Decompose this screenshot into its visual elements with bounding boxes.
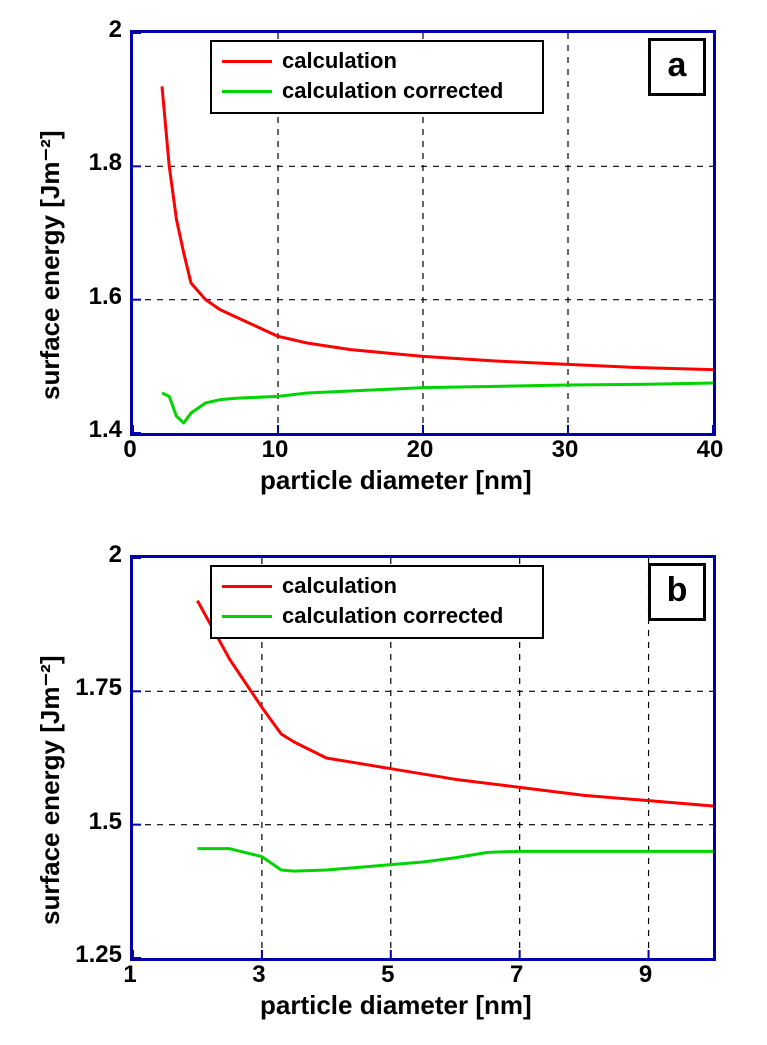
xtick-label: 9	[626, 961, 666, 989]
panel-b-letter-box: b	[648, 563, 706, 621]
figure-container: { "figure": { "width_px": 767, "height_p…	[0, 0, 767, 1045]
xtick-label: 5	[368, 961, 408, 989]
ytick-label: 1.25	[60, 941, 122, 969]
panel-b-xlabel: particle diameter [nm]	[260, 990, 532, 1021]
ytick-label: 1.5	[60, 808, 122, 836]
panel-b: surface energy [Jm⁻²] particle diameter …	[0, 0, 767, 1045]
panel-b-legend-row-0: calculation	[222, 573, 397, 599]
panel-b-series	[197, 601, 713, 871]
legend-label-calculation-corrected: calculation corrected	[282, 603, 503, 629]
xtick-label: 3	[239, 961, 279, 989]
xtick-label: 7	[497, 961, 537, 989]
ytick-label: 1.75	[60, 674, 122, 702]
panel-b-legend-row-1: calculation corrected	[222, 603, 503, 629]
legend-swatch-calculation-corrected	[222, 615, 272, 618]
panel-b-legend: calculation calculation corrected	[210, 565, 544, 639]
legend-label-calculation: calculation	[282, 573, 397, 599]
legend-swatch-calculation	[222, 585, 272, 588]
series-calculation-corrected	[197, 849, 713, 871]
ytick-label: 2	[60, 541, 122, 569]
